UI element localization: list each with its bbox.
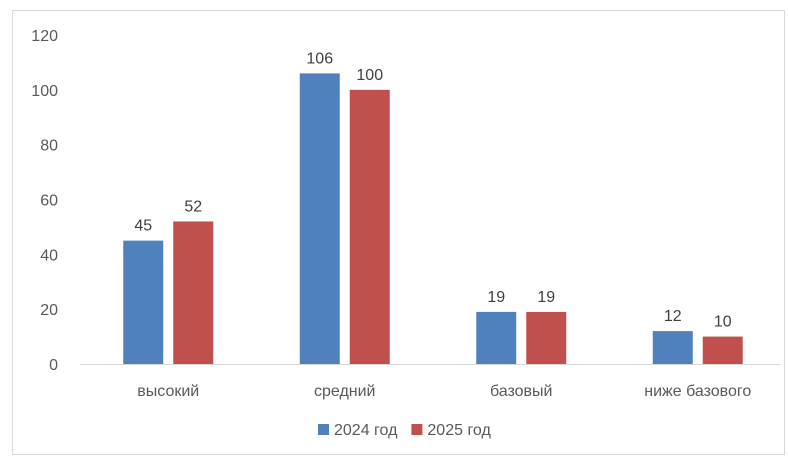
- y-tick-label: 20: [40, 302, 58, 319]
- data-label: 19: [487, 289, 505, 306]
- y-tick-label: 0: [49, 357, 58, 374]
- data-label: 45: [134, 218, 152, 235]
- category-label: ниже базового: [644, 383, 751, 400]
- data-label: 52: [184, 198, 202, 215]
- y-tick-label: 60: [40, 193, 58, 210]
- bar: [123, 240, 164, 364]
- legend-label: 2024 год: [334, 422, 398, 439]
- bar: [702, 336, 743, 364]
- category-labels: высокий средний базовый ниже базового: [137, 383, 751, 400]
- y-tick-label: 120: [31, 28, 58, 45]
- data-label: 106: [306, 50, 333, 67]
- data-labels: 45 52 106 100 19 19 12 10: [134, 50, 731, 330]
- bar: [349, 89, 390, 364]
- legend-swatch: [411, 424, 423, 435]
- bar: [299, 73, 340, 364]
- chart-border: [12, 10, 785, 455]
- y-axis-ticks: 0 20 40 60 80 100 120: [31, 28, 58, 374]
- y-tick-label: 40: [40, 247, 58, 264]
- legend-label: 2025 год: [427, 422, 491, 439]
- data-label: 100: [356, 67, 383, 84]
- bar: [652, 331, 693, 364]
- y-tick-label: 80: [40, 138, 58, 155]
- bar: [526, 311, 567, 364]
- legend: 2024 год 2025 год: [318, 422, 491, 439]
- data-label: 12: [664, 308, 682, 325]
- category-label: высокий: [137, 383, 199, 400]
- bar: [476, 311, 517, 364]
- bars: [123, 73, 743, 364]
- category-label: средний: [314, 383, 376, 400]
- data-label: 19: [537, 289, 555, 306]
- legend-swatch: [318, 424, 329, 435]
- y-tick-label: 100: [31, 83, 58, 100]
- category-label: базовый: [490, 383, 553, 400]
- data-label: 10: [714, 314, 732, 331]
- bar: [173, 221, 214, 364]
